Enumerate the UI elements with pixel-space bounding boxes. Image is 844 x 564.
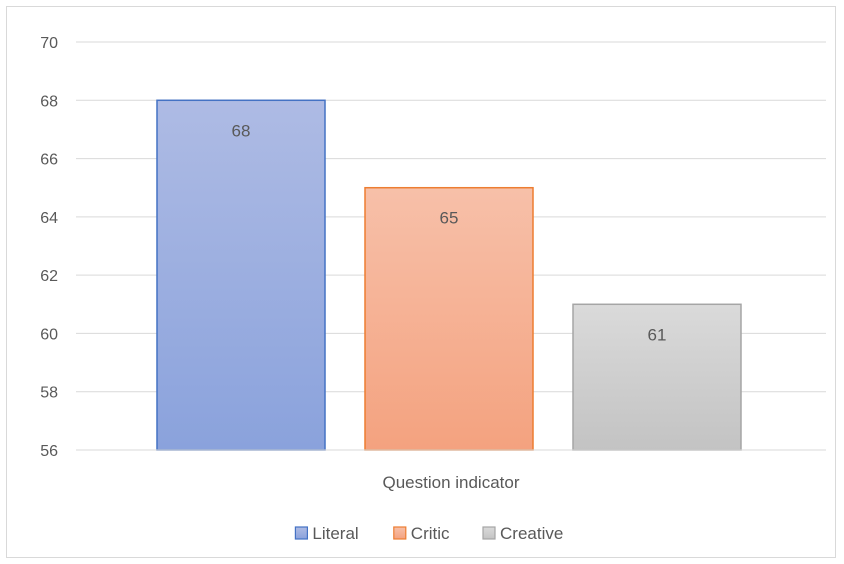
legend-label: Critic [411,524,450,543]
legend-item-creative: Creative [482,524,563,543]
y-tick-label: 58 [40,385,58,402]
y-tick-label: 66 [40,152,58,169]
y-tick-label: 64 [40,210,58,227]
legend: Literal Critic Creative [294,524,563,543]
legend-swatch [482,526,496,540]
x-axis-title: Question indicator [382,473,519,492]
y-tick-label: 56 [40,443,58,460]
y-tick-label: 70 [40,35,58,52]
bar-critic [364,186,534,451]
y-tick-label: 68 [40,93,58,110]
data-label-creative: 61 [648,325,667,344]
legend-label: Literal [312,524,358,543]
legend-item-literal: Literal [294,524,359,543]
data-label-literal: 68 [232,121,251,140]
bar-creative [572,303,742,451]
y-tick-label: 60 [40,326,58,343]
bars: 68 65 61 [156,99,742,451]
y-tick-label: 62 [40,268,58,285]
legend-swatch [294,526,308,540]
bar-literal [156,99,326,451]
legend-item-critic: Critic [393,524,450,543]
legend-swatch [393,526,407,540]
y-axis-tick-labels: 56 58 60 62 64 66 68 70 [40,35,58,460]
legend-label: Creative [500,524,563,543]
data-label-critic: 65 [440,209,459,228]
